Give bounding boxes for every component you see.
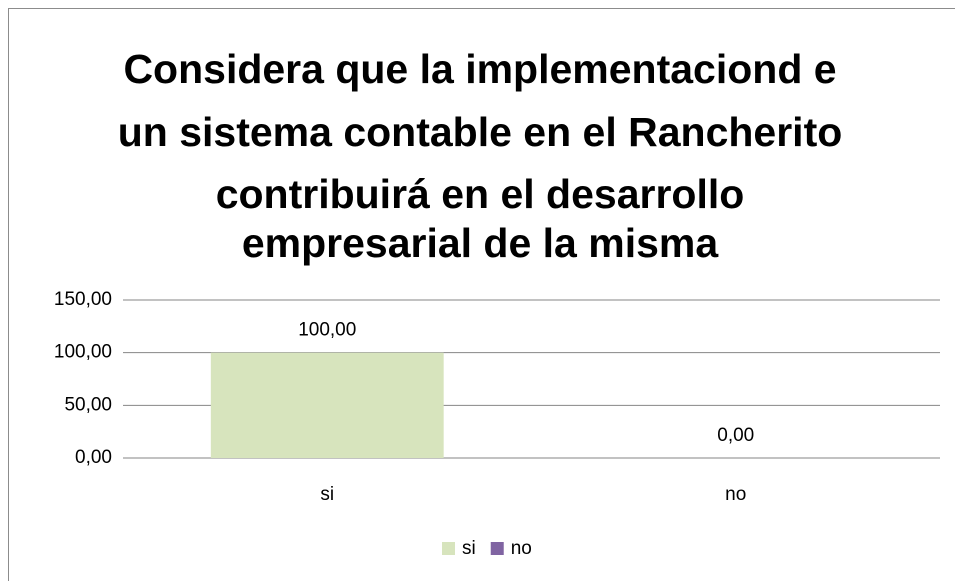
chart-title: Considera que la implementaciond e	[123, 46, 836, 92]
bar	[210, 352, 444, 458]
value-label: 0,00	[717, 425, 754, 446]
chart-title: contribuirá en el desarrollo	[216, 171, 745, 217]
chart-title: un sistema contable en el Rancherito	[118, 109, 843, 155]
y-tick-label: 100,00	[54, 342, 112, 363]
x-tick-label: si	[320, 484, 334, 505]
y-tick-label: 50,00	[64, 394, 112, 415]
legend-label: no	[511, 538, 532, 559]
legend-swatch	[442, 542, 455, 555]
chart-frame	[8, 8, 955, 581]
x-tick-label: no	[725, 484, 746, 505]
y-tick-label: 0,00	[75, 447, 112, 468]
y-tick-label: 150,00	[54, 289, 112, 310]
legend-swatch	[490, 542, 504, 555]
legend-label: si	[462, 538, 476, 559]
chart-title: empresarial de la misma	[242, 220, 720, 266]
value-label: 100,00	[298, 320, 356, 341]
